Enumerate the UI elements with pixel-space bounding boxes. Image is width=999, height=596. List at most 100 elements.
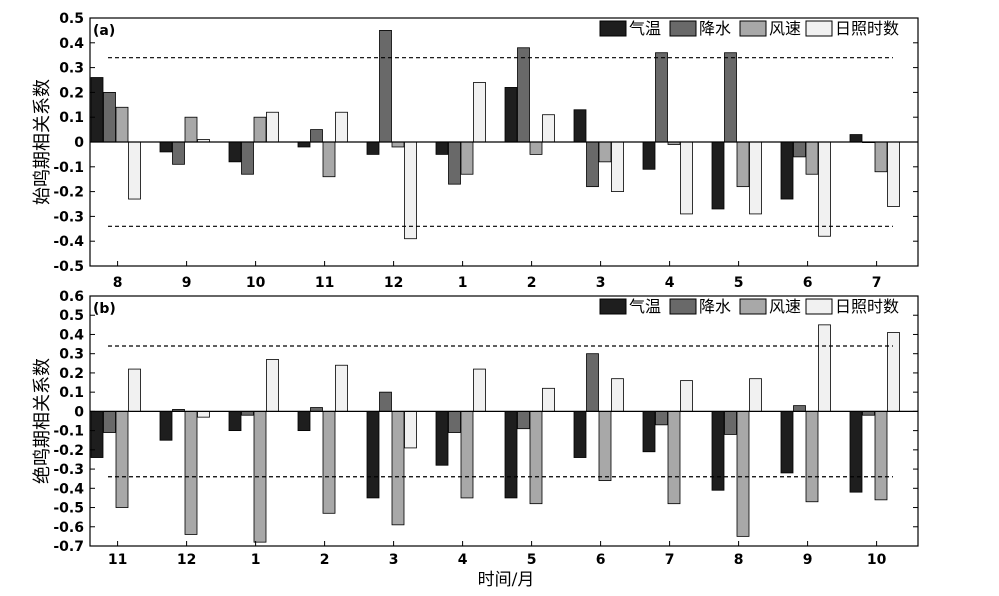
bar-日照时数-1 [266, 359, 279, 412]
bar-降水-3 [379, 391, 392, 412]
x-tick-label: 3 [389, 552, 399, 568]
y-tick-label: 0 [74, 404, 84, 420]
y-tick-label: 0.6 [59, 289, 84, 305]
x-tick-label: 4 [665, 275, 675, 291]
bar-风速-7 [667, 410, 681, 505]
y-tick-label: -0.5 [53, 259, 84, 275]
panel-label: (b) [93, 301, 116, 317]
y-tick-label: 0.1 [59, 385, 84, 401]
bar-风速-6 [805, 141, 819, 175]
bar-气温-4 [435, 410, 449, 466]
bar-气温-8 [90, 77, 104, 143]
y-tick-label: 0.2 [59, 366, 84, 382]
y-tick-label: 0.5 [59, 11, 84, 27]
bar-风速-3 [391, 410, 405, 526]
bar-气温-3 [366, 410, 380, 499]
x-tick-label: 10 [867, 552, 887, 568]
bar-气温-1 [435, 141, 449, 155]
bar-风速-9 [805, 410, 819, 503]
bar-日照时数-4 [473, 368, 486, 412]
y-axis-label: 始鸣期相关系数 [32, 79, 53, 205]
bar-风速-2 [529, 141, 543, 155]
bar-气温-9 [780, 410, 794, 474]
x-tick-label: 4 [458, 552, 468, 568]
chart-panel-a: -0.5 -0.4 -0.3 -0.2 -0.1 0 0.1 0.2 0.3 0.4 0.5 8 9 10… [32, 11, 919, 291]
bar-日照时数-3 [404, 410, 417, 449]
bar-日照时数-1 [473, 82, 486, 143]
bar-气温-3 [573, 109, 587, 143]
bar-风速-3 [598, 141, 612, 163]
bar-风速-12 [391, 141, 405, 148]
bar-气温-6 [573, 410, 587, 458]
bar-降水-5 [517, 410, 530, 430]
bar-气温-10 [849, 410, 863, 493]
bar-日照时数-7 [887, 141, 900, 207]
x-tick-label: 12 [384, 275, 403, 291]
bar-气温-4 [642, 141, 656, 170]
y-tick-label: -0.1 [53, 160, 84, 176]
bar-日照时数-12 [197, 410, 210, 418]
bar-气温-10 [228, 141, 242, 163]
y-tick-label: -0.4 [53, 234, 84, 250]
legend-label: 日照时数 [835, 297, 899, 316]
bar-气温-8 [711, 410, 725, 491]
bar-日照时数-5 [749, 141, 762, 215]
y-tick-label: 0.3 [59, 61, 84, 77]
y-tick-label: -0.3 [53, 462, 84, 478]
chart-panel-b: -0.7 -0.6 -0.5 -0.4 -0.3 -0.2 -0.1 0 0.1 0.2 0.3 0.… [32, 289, 919, 568]
bar-风速-10 [874, 410, 888, 501]
bar-降水-12 [379, 29, 392, 143]
bar-日照时数-6 [818, 141, 831, 237]
x-tick-label: 11 [108, 552, 127, 568]
bar-风速-5 [529, 410, 543, 505]
y-tick-label: -0.3 [53, 209, 84, 225]
bar-风速-12 [184, 410, 198, 535]
bar-日照时数-11 [335, 111, 348, 143]
bar-风速-6 [598, 410, 612, 482]
bar-日照时数-7 [680, 380, 693, 412]
bar-降水-2 [517, 47, 530, 143]
bar-风速-9 [184, 116, 198, 143]
x-tick-label: 1 [251, 552, 261, 568]
x-tick-label: 3 [596, 275, 606, 291]
plot-frame [89, 295, 919, 547]
legend-label: 风速 [769, 19, 801, 38]
legend-swatch-风速 [739, 298, 767, 315]
bar-气温-11 [90, 410, 104, 458]
bar-风速-7 [874, 141, 888, 173]
x-tick-label: 5 [527, 552, 537, 568]
legend-swatch-风速 [739, 20, 767, 37]
y-tick-label: -0.5 [53, 501, 84, 517]
bar-风速-10 [253, 116, 267, 143]
y-tick-label: 0.4 [59, 327, 84, 343]
y-tick-label: 0.2 [59, 85, 84, 101]
bar-降水-10 [241, 141, 254, 175]
bar-降水-8 [103, 92, 116, 143]
y-tick-label: 0 [74, 135, 84, 151]
legend-swatch-气温 [599, 298, 627, 315]
bar-日照时数-5 [542, 387, 555, 412]
bar-气温-7 [849, 134, 863, 143]
bar-日照时数-3 [611, 141, 624, 192]
legend-label: 降水 [699, 297, 731, 316]
bar-气温-9 [159, 141, 173, 153]
bar-日照时数-2 [542, 114, 555, 143]
bar-降水-6 [793, 141, 806, 158]
x-tick-label: 10 [246, 275, 266, 291]
bar-降水-9 [172, 141, 185, 165]
bar-降水-6 [586, 353, 599, 412]
x-axis-label: 时间/月 [478, 570, 535, 590]
y-tick-label: -0.1 [53, 424, 84, 440]
bar-日照时数-9 [818, 324, 831, 412]
bar-气温-12 [366, 141, 380, 155]
x-tick-label: 1 [458, 275, 468, 291]
bar-气温-6 [780, 141, 794, 200]
legend-swatch-降水 [669, 298, 697, 315]
y-tick-label: 0.4 [59, 36, 84, 52]
bar-气温-7 [642, 410, 656, 453]
legend-swatch-日照时数 [805, 20, 833, 37]
bar-气温-5 [504, 410, 518, 499]
x-tick-label: 11 [315, 275, 334, 291]
bar-风速-11 [115, 410, 129, 508]
